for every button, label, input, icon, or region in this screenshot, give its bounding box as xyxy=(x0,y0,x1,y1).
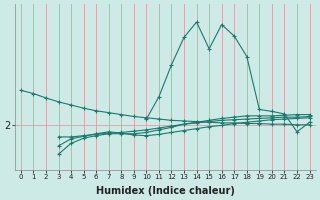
X-axis label: Humidex (Indice chaleur): Humidex (Indice chaleur) xyxy=(96,186,235,196)
